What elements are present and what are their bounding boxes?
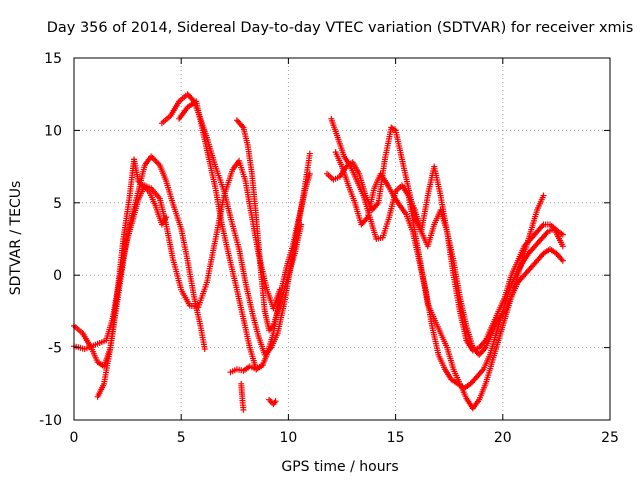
x-tick-label: 15 — [387, 430, 405, 446]
plus-markers — [328, 115, 547, 412]
series-track-11 — [324, 124, 566, 354]
plus-markers — [176, 98, 266, 373]
series-track-3 — [94, 156, 170, 400]
plus-markers — [266, 396, 279, 408]
x-tick-label: 5 — [177, 430, 186, 446]
x-axis-label: GPS time / hours — [281, 459, 398, 475]
x-tick-label: 0 — [70, 430, 79, 446]
series-track-6 — [227, 170, 313, 376]
axis-ticks: 0 5 10 15 20 25 -10 -5 0 5 10 15 — [39, 51, 619, 446]
y-axis-label: SDTVAR / TECUs — [8, 181, 24, 296]
series-track-10 — [328, 115, 547, 412]
chart-title: Day 356 of 2014, Sidereal Day-to-day VTE… — [47, 20, 634, 36]
plus-markers — [405, 192, 566, 358]
series-track-5 — [176, 98, 266, 373]
series-track-8 — [238, 380, 247, 413]
y-tick-label: 0 — [53, 268, 62, 284]
y-tick-label: -5 — [48, 341, 62, 357]
plot-frame — [73, 57, 611, 421]
plus-markers — [324, 124, 566, 354]
y-tick-label: 15 — [44, 51, 62, 67]
series-track-13 — [405, 192, 566, 358]
data-points — [71, 91, 566, 413]
plus-markers — [238, 380, 247, 413]
plus-markers — [71, 153, 208, 370]
series-track-1 — [71, 157, 283, 352]
series-track-2 — [71, 153, 208, 370]
plus-markers — [94, 156, 170, 400]
x-tick-label: 20 — [494, 430, 512, 446]
plus-markers — [71, 157, 283, 352]
plus-markers — [227, 170, 313, 376]
series-track-7 — [233, 117, 305, 334]
y-tick-label: -10 — [39, 413, 62, 429]
y-tick-label: 5 — [53, 196, 62, 212]
series-track-9 — [266, 396, 279, 408]
x-tick-label: 10 — [279, 430, 297, 446]
plus-markers — [233, 117, 305, 334]
grid-lines — [74, 58, 610, 420]
y-tick-label: 10 — [44, 123, 62, 139]
x-tick-label: 25 — [601, 430, 619, 446]
